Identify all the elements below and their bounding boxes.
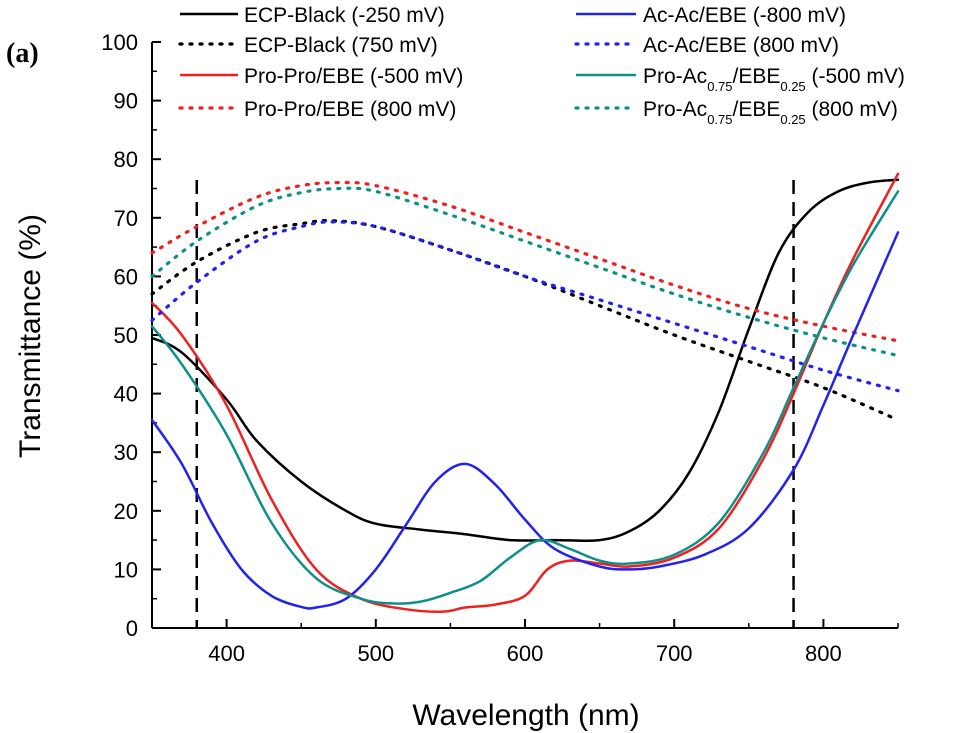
legend-label-6: Ac-Ac/EBE (800 mV): [643, 34, 839, 57]
x-tick-label: 500: [357, 641, 394, 666]
series-line-4: [150, 180, 900, 343]
y-tick-label: 50: [114, 323, 138, 348]
y-tick-label: 10: [114, 557, 138, 582]
legend-label-7: Pro-Ac0.75/EBE0.25 (-500 mV): [643, 65, 905, 94]
series-line-3: [150, 172, 900, 613]
series-line-6: [150, 220, 900, 393]
y-tick-label: 80: [114, 147, 138, 172]
axes: 400 500 600 700 800 0 10 20 30 40 50 60 70 80 90 100: [101, 30, 899, 666]
y-axis-label: Transmittance (%): [14, 214, 47, 458]
y-tick-label: 60: [114, 264, 138, 289]
legend-label-4: Pro-Pro/EBE (800 mV): [244, 98, 456, 121]
legend-label-2: ECP-Black (750 mV): [244, 34, 438, 57]
series-line-1: [150, 178, 900, 543]
x-tick-label: 800: [805, 641, 842, 666]
y-tick-label: 20: [114, 499, 138, 524]
y-tick-label: 40: [114, 382, 138, 407]
y-tick-label: 30: [114, 440, 138, 465]
legend-label-8: Pro-Ac0.75/EBE0.25 (800 mV): [643, 98, 898, 127]
x-tick-label: 600: [507, 641, 544, 666]
x-tick-label: 400: [208, 641, 245, 666]
plot-area: [150, 172, 900, 628]
y-tick-label: 90: [114, 89, 138, 114]
series-line-7: [150, 190, 900, 605]
x-tick-label: 700: [656, 641, 693, 666]
x-axis-label: Wavelength (nm): [412, 699, 639, 732]
series-line-5: [150, 231, 900, 610]
legend-label-5: Ac-Ac/EBE (-800 mV): [643, 4, 846, 27]
legend: ECP-Black (-250 mV) ECP-Black (750 mV) Pro…: [178, 4, 905, 127]
series-line-2: [150, 219, 900, 422]
y-tick-label: 70: [114, 206, 138, 231]
legend-label-1: ECP-Black (-250 mV): [244, 4, 445, 27]
legend-label-3: Pro-Pro/EBE (-500 mV): [244, 65, 463, 88]
series-line-8: [150, 186, 900, 358]
y-tick-label: 100: [101, 30, 138, 55]
y-tick-label: 0: [126, 616, 138, 641]
panel-label: (a): [6, 38, 39, 69]
